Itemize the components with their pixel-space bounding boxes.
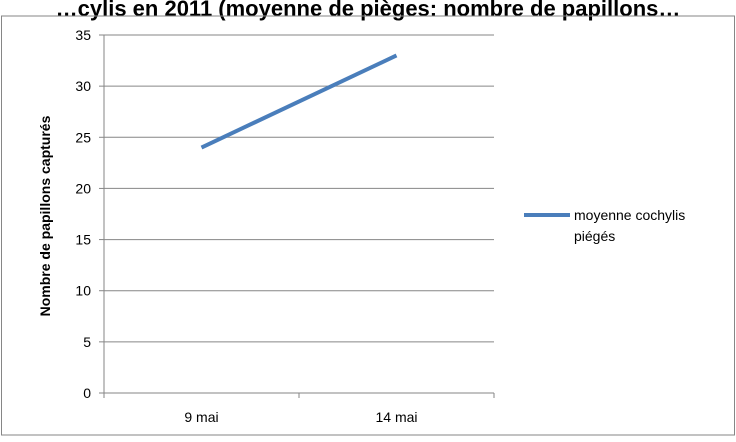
y-tick-label: 0 xyxy=(83,385,91,401)
x-tick-label: 9 mai xyxy=(184,409,218,425)
gridlines xyxy=(104,34,494,343)
legend: moyenne cochylis piégés xyxy=(524,207,685,244)
y-tick-label: 5 xyxy=(83,334,91,350)
y-tick-label: 25 xyxy=(75,129,91,145)
chart-border xyxy=(1,15,735,436)
tick-labels: 0 5 10 15 20 25 30 35 9 mai 14 mai xyxy=(75,27,417,425)
y-tick-label: 15 xyxy=(75,232,91,248)
y-tick-label: 10 xyxy=(75,283,91,299)
chart-title: …cylis en 2011 (moyenne de pièges: nombr… xyxy=(56,0,681,21)
y-tick-label: 30 xyxy=(75,78,91,94)
y-axis-title: Nombre de papillons capturés xyxy=(37,115,53,316)
legend-label: moyenne cochylis piégés xyxy=(574,207,685,244)
axes xyxy=(99,34,495,398)
y-tick-label: 35 xyxy=(75,27,91,43)
series-line xyxy=(200,53,398,150)
series-layer xyxy=(200,53,398,150)
x-tick-label: 14 mai xyxy=(375,409,417,425)
y-tick-label: 20 xyxy=(75,180,91,196)
